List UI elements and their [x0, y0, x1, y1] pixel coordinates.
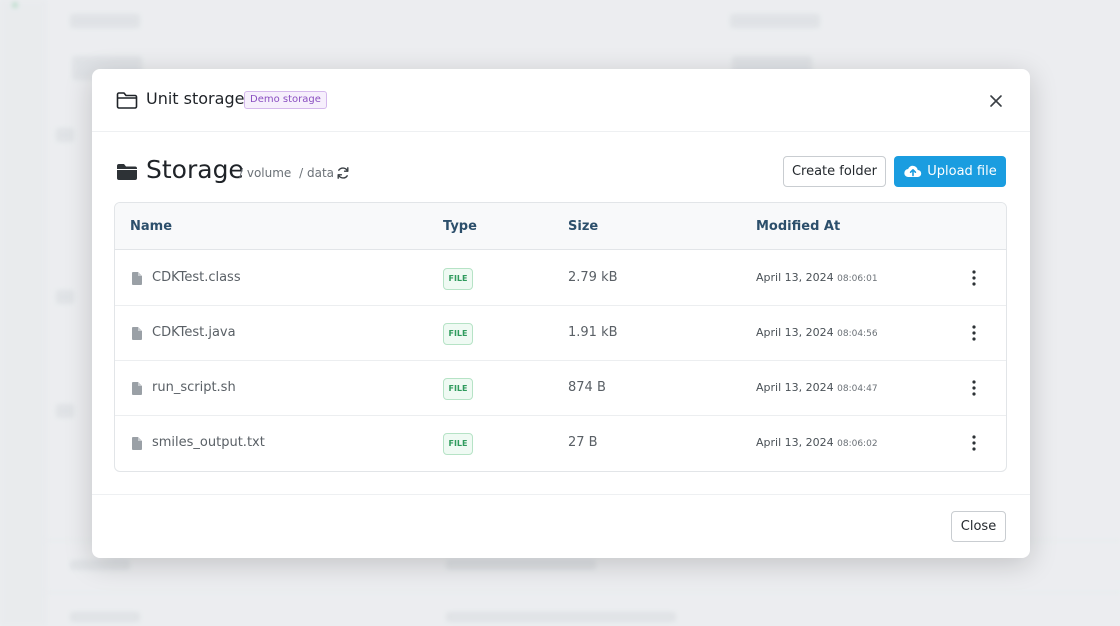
breadcrumb-data[interactable]: / data: [299, 166, 335, 180]
file-icon: [132, 437, 142, 450]
status-dot: [12, 2, 18, 8]
file-size: 27 B: [568, 435, 598, 450]
table-row[interactable]: CDKTest.java FILE 1.91 kB April 13, 2024…: [115, 306, 1006, 361]
modified-date: April 13, 2024: [756, 271, 834, 284]
create-folder-button[interactable]: Create folder: [783, 156, 886, 187]
file-icon: [132, 272, 142, 285]
more-options-icon[interactable]: [966, 268, 982, 288]
modified-date: April 13, 2024: [756, 326, 834, 339]
storage-title: Storage: [146, 155, 244, 184]
file-type-badge: FILE: [443, 323, 473, 345]
cloud-upload-icon: [904, 165, 922, 178]
table-header: Name Type Size Modified At: [115, 203, 1006, 250]
background-sidebar: [0, 0, 46, 626]
file-name[interactable]: run_script.sh: [152, 380, 236, 395]
more-options-icon[interactable]: [966, 433, 982, 453]
file-modified: April 13, 2024 08:06:02: [756, 436, 878, 449]
table-row[interactable]: run_script.sh FILE 874 B April 13, 2024 …: [115, 361, 1006, 416]
file-name[interactable]: CDKTest.class: [152, 270, 241, 285]
modal-footer: Close: [92, 494, 1030, 558]
close-button[interactable]: Close: [951, 511, 1006, 542]
file-icon: [132, 327, 142, 340]
modified-time: 08:06:01: [837, 274, 878, 284]
file-name[interactable]: CDKTest.java: [152, 325, 236, 340]
folder-outline-icon: [116, 92, 138, 109]
modal-title: Unit storage: [146, 89, 245, 108]
file-size: 2.79 kB: [568, 270, 618, 285]
modified-time: 08:04:47: [837, 384, 878, 394]
file-modified: April 13, 2024 08:04:56: [756, 326, 878, 339]
file-type-badge: FILE: [443, 378, 473, 400]
file-name[interactable]: smiles_output.txt: [152, 435, 265, 450]
modified-time: 08:06:02: [837, 439, 878, 449]
refresh-icon[interactable]: [336, 166, 350, 180]
column-header-name[interactable]: Name: [130, 219, 173, 234]
modal-header: Unit storage Demo storage: [92, 69, 1030, 132]
file-type-badge: FILE: [443, 268, 473, 290]
file-size: 874 B: [568, 380, 606, 395]
folder-solid-icon: [117, 164, 137, 180]
table-row[interactable]: CDKTest.class FILE 2.79 kB April 13, 202…: [115, 251, 1006, 306]
upload-file-label: Upload file: [927, 164, 997, 179]
file-size: 1.91 kB: [568, 325, 618, 340]
upload-file-button[interactable]: Upload file: [894, 156, 1006, 187]
file-type-badge: FILE: [443, 433, 473, 455]
storage-modal: Unit storage Demo storage Storage / volu…: [92, 69, 1030, 558]
modified-date: April 13, 2024: [756, 436, 834, 449]
column-header-type[interactable]: Type: [443, 219, 477, 234]
more-options-icon[interactable]: [966, 323, 982, 343]
files-table: Name Type Size Modified At CDKTest.class…: [114, 202, 1007, 472]
file-icon: [132, 382, 142, 395]
more-options-icon[interactable]: [966, 378, 982, 398]
file-modified: April 13, 2024 08:04:47: [756, 381, 878, 394]
table-row[interactable]: smiles_output.txt FILE 27 B April 13, 20…: [115, 416, 1006, 471]
modified-time: 08:04:56: [837, 329, 878, 339]
demo-storage-badge: Demo storage: [244, 91, 327, 109]
close-icon[interactable]: [986, 91, 1006, 111]
file-modified: April 13, 2024 08:06:01: [756, 271, 878, 284]
breadcrumb: / volume / data: [239, 166, 338, 180]
modified-date: April 13, 2024: [756, 381, 834, 394]
column-header-size[interactable]: Size: [568, 219, 599, 234]
breadcrumb-volume[interactable]: / volume: [239, 166, 292, 180]
column-header-modified[interactable]: Modified At: [756, 219, 841, 234]
